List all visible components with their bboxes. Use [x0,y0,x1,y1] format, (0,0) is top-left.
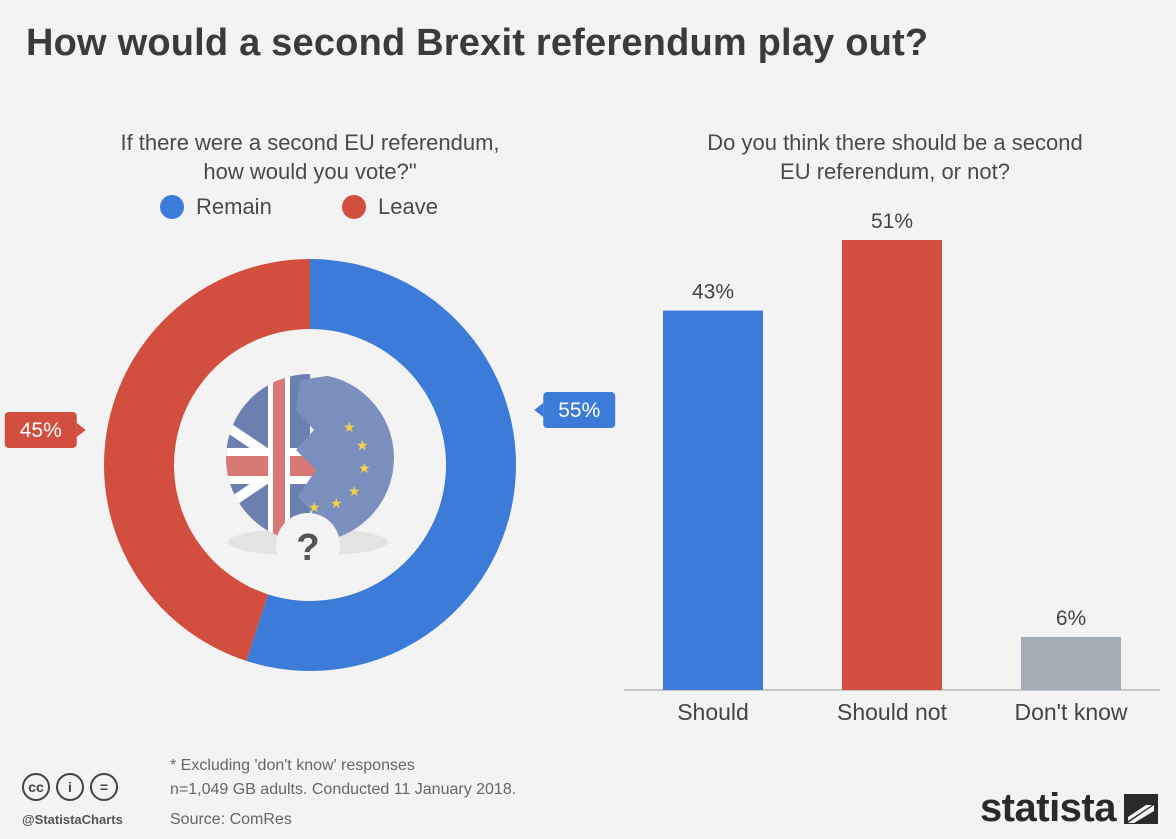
svg-text:★: ★ [330,496,343,512]
bar-category-label: Don't know [1014,699,1127,725]
footnote-exclusion: * Excluding 'don't know' responses [170,757,415,774]
donut-subtitle-line1: If there were a second EU referendum, [120,130,500,155]
legend-swatch-leave [342,195,366,219]
svg-text:★: ★ [308,500,321,516]
legend-swatch-remain [160,195,184,219]
footnote-sample: n=1,049 GB adults. Conducted 11 January … [170,781,517,798]
bar-category-label: Should not [837,699,948,725]
bar-should-not [842,240,942,690]
svg-text:★: ★ [358,461,371,477]
statista-mark-icon [1124,793,1158,824]
creative-commons-icon[interactable]: cc [22,773,50,801]
svg-text:★: ★ [356,438,369,454]
donut-callout-remain: 55% [534,392,616,429]
bar-subtitle-line1: Do you think there should be a second [707,130,1083,155]
bar-don-t-know [1021,637,1121,690]
callout-box [4,411,77,448]
bar-subtitle-line2: EU referendum, or not? [780,159,1010,184]
legend-item-remain: Remain [160,194,272,220]
donut-subtitle: If there were a second EU referendum, ho… [60,128,560,186]
no-derivatives-icon[interactable]: = [90,773,118,801]
statista-logo[interactable]: statista [980,786,1158,831]
donut-subtitle-line2: how would you vote?" [203,159,417,184]
donut-legend: Remain Leave [160,194,480,224]
callout-pointer [76,422,86,437]
donut-value-label: 45% [20,419,62,442]
donut-slice-remain [246,259,516,671]
bar-should [663,310,763,690]
attribution-icon[interactable]: i [56,773,84,801]
twitter-handle[interactable]: @StatistaCharts [22,812,123,827]
footnote-source: Source: ComRes [170,811,292,828]
legend-label-leave: Leave [378,194,438,219]
donut-callout-leave: 45% [4,411,86,448]
donut-value-label: 55% [558,399,600,422]
legend-item-leave: Leave [342,194,438,220]
svg-text:?: ? [296,527,319,569]
bar-subtitle: Do you think there should be a second EU… [640,128,1150,186]
bar-value-label: 6% [1056,607,1086,630]
bar-value-label: 43% [692,281,734,304]
donut-slice-leave [103,259,310,661]
chart-title: How would a second Brexit referendum pla… [26,22,929,64]
legend-label-remain: Remain [196,194,272,219]
statista-wordmark: statista [979,786,1117,830]
svg-text:★: ★ [343,420,356,436]
callout-pointer [534,403,544,418]
callout-box [543,392,616,429]
license-icons: cc i = [22,773,118,801]
bar-value-label: 51% [871,210,913,233]
svg-text:★: ★ [348,484,361,500]
bar-category-label: Should [677,699,749,725]
broken-flag-icon: ★★★ ★★★ ? [226,374,394,577]
